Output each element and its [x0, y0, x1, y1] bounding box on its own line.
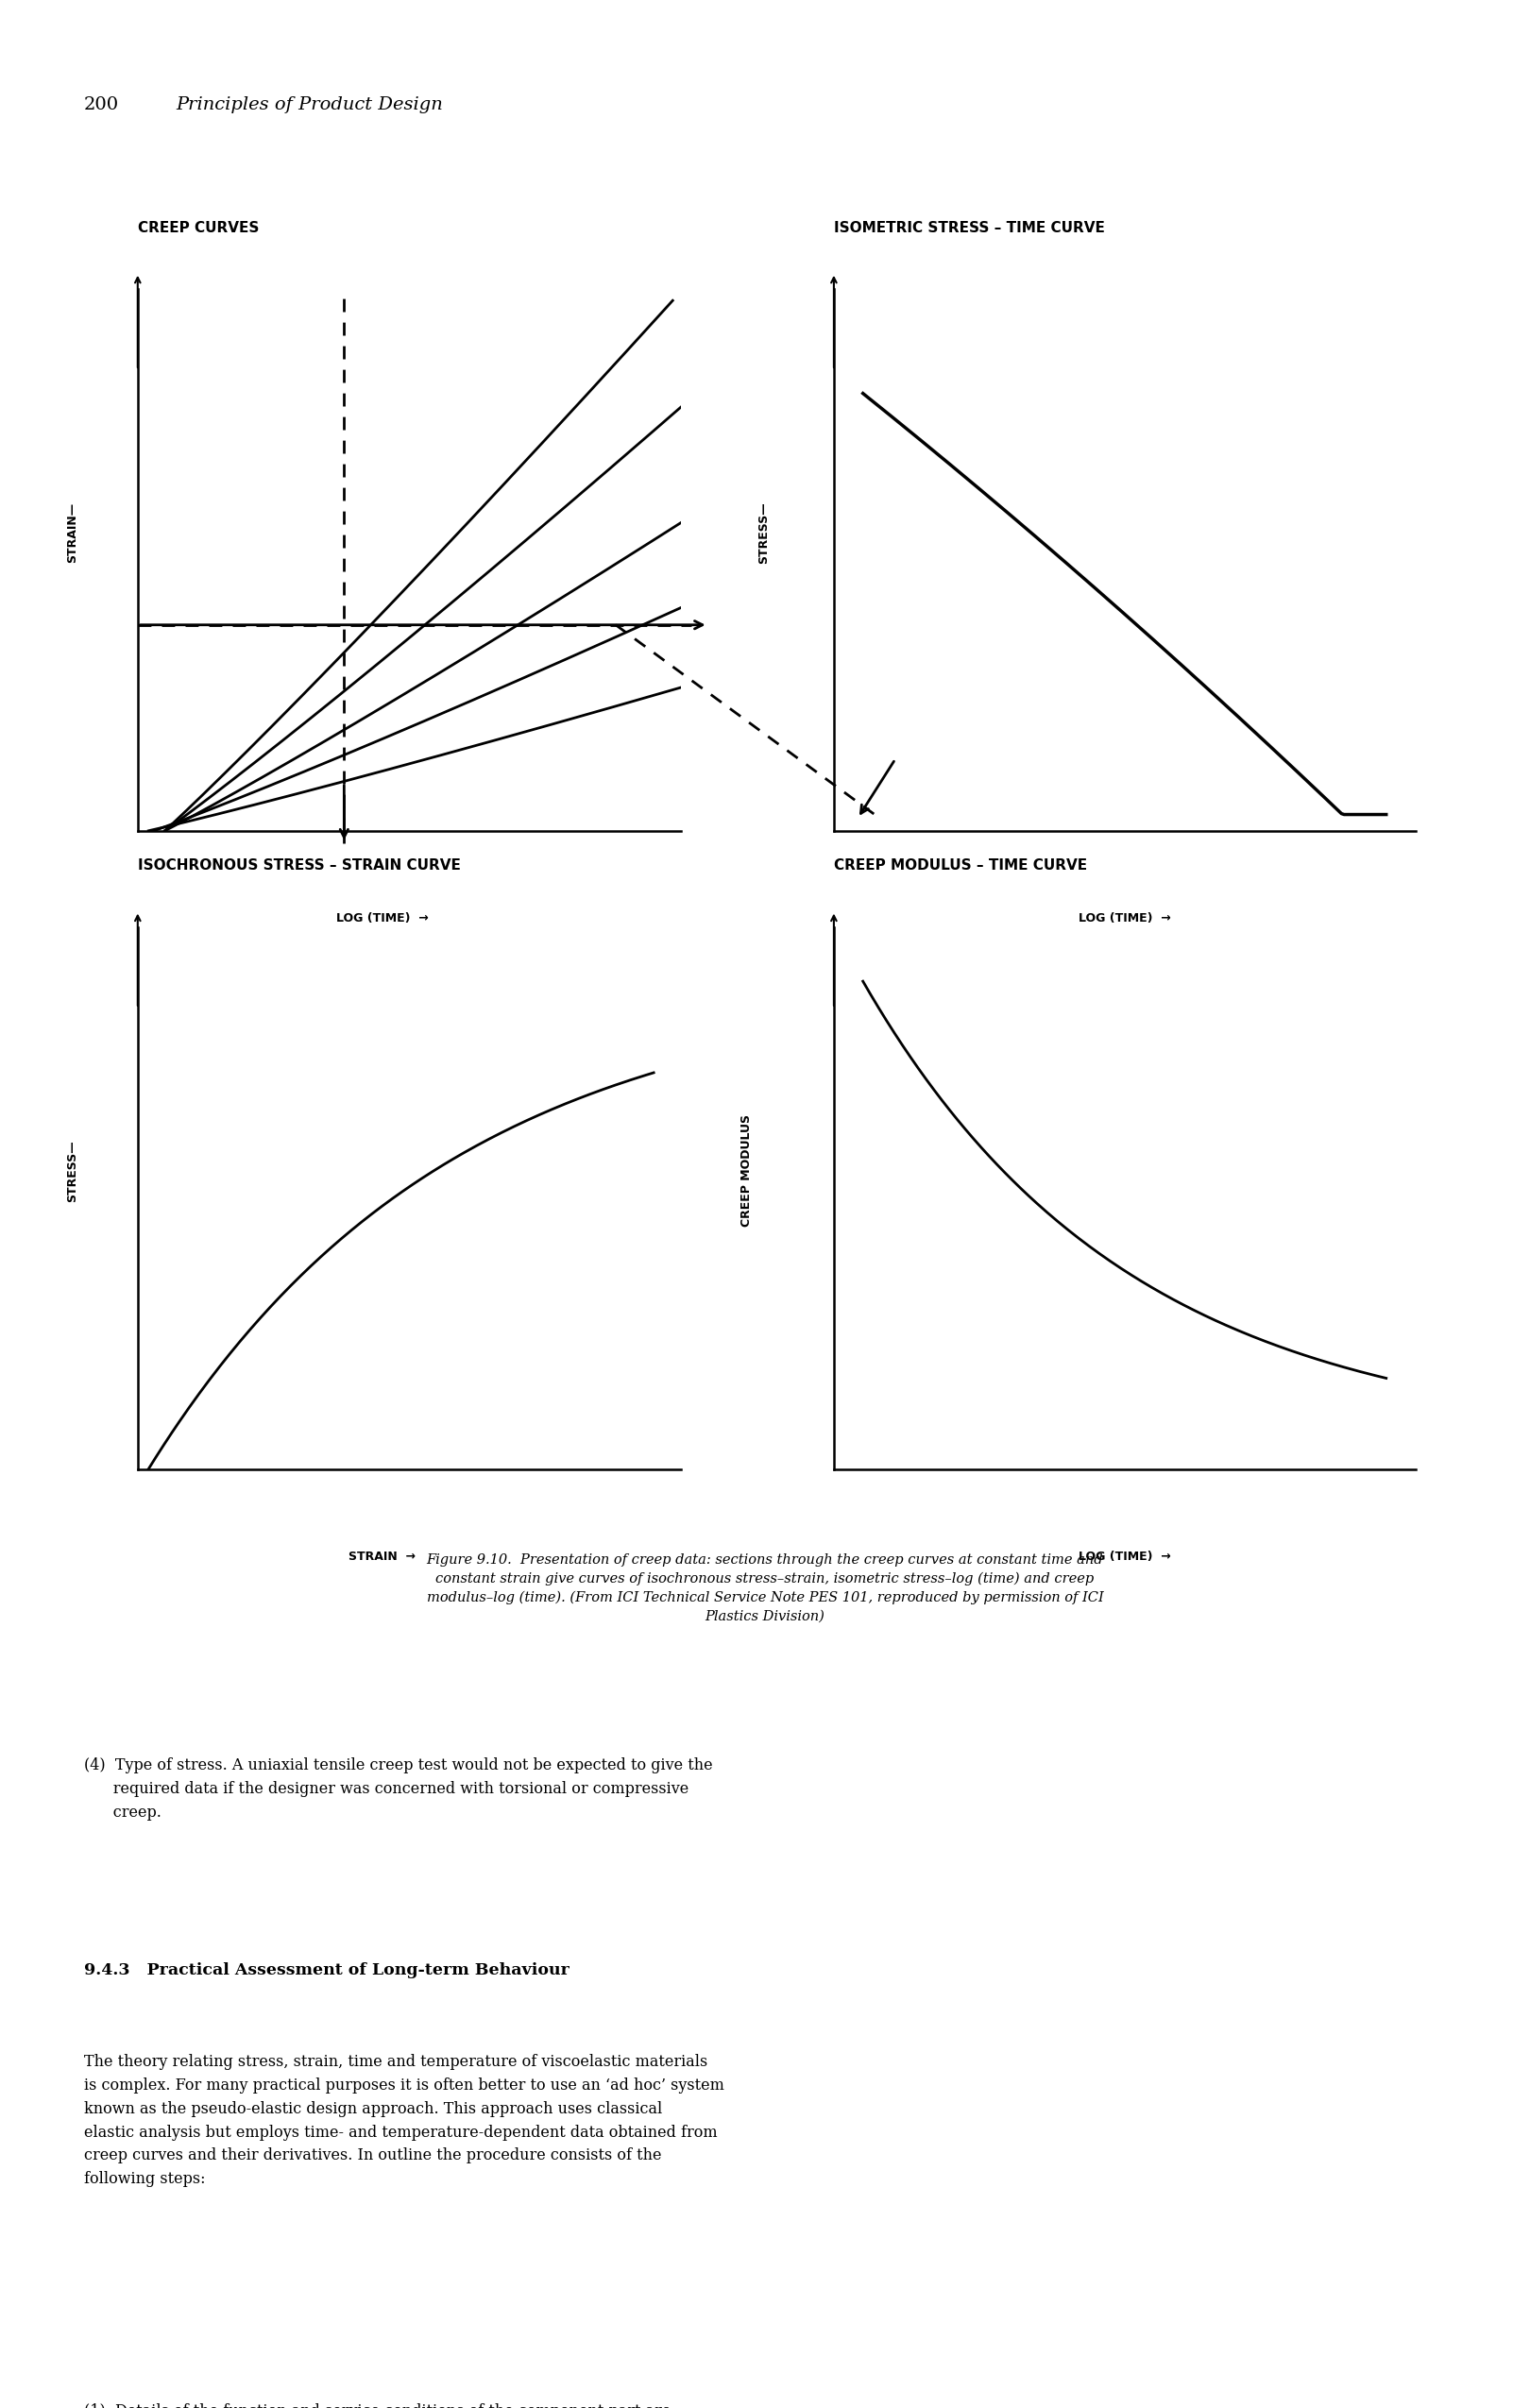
- Text: LOG (TIME)  →: LOG (TIME) →: [337, 913, 428, 925]
- Text: LOG (TIME)  →: LOG (TIME) →: [1079, 913, 1170, 925]
- Text: LOG (TIME)  →: LOG (TIME) →: [1079, 1551, 1170, 1563]
- Text: 200: 200: [84, 96, 119, 113]
- Text: The theory relating stress, strain, time and temperature of viscoelastic materia: The theory relating stress, strain, time…: [84, 2054, 724, 2186]
- Text: ISOMETRIC STRESS – TIME CURVE: ISOMETRIC STRESS – TIME CURVE: [834, 222, 1105, 236]
- Text: Figure 9.10.  Presentation of creep data: sections through the creep curves at c: Figure 9.10. Presentation of creep data:…: [427, 1553, 1103, 1623]
- Text: ISOCHRONOUS STRESS – STRAIN CURVE: ISOCHRONOUS STRESS – STRAIN CURVE: [138, 860, 461, 874]
- Text: STRAIN—: STRAIN—: [66, 503, 78, 563]
- Text: CREEP CURVES: CREEP CURVES: [138, 222, 259, 236]
- Text: (4)  Type of stress. A uniaxial tensile creep test would not be expected to give: (4) Type of stress. A uniaxial tensile c…: [84, 1758, 713, 1820]
- Text: STRAIN  →: STRAIN →: [349, 1551, 416, 1563]
- Text: CREEP MODULUS: CREEP MODULUS: [741, 1115, 753, 1228]
- Text: (1)  Details of the function and service conditions of the component part are
  : (1) Details of the function and service …: [84, 2403, 672, 2408]
- Text: STRESS—: STRESS—: [757, 501, 770, 563]
- Text: CREEP MODULUS – TIME CURVE: CREEP MODULUS – TIME CURVE: [834, 860, 1088, 874]
- Text: Principles of Product Design: Principles of Product Design: [176, 96, 444, 113]
- Text: 9.4.3   Practical Assessment of Long-term Behaviour: 9.4.3 Practical Assessment of Long-term …: [84, 1963, 569, 1979]
- Text: STRESS—: STRESS—: [66, 1139, 78, 1202]
